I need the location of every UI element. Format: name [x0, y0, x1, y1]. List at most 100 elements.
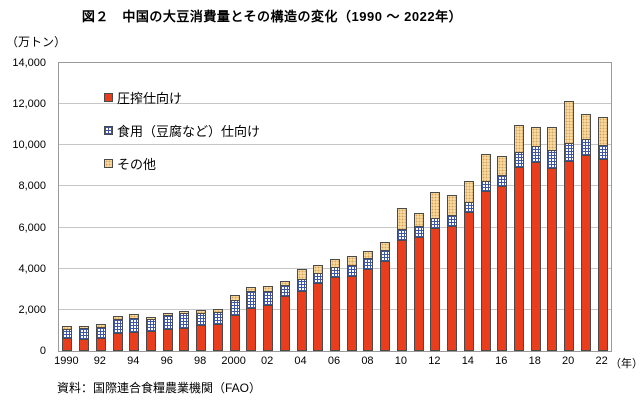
- bar-2003: [276, 63, 293, 351]
- segment-crush-2012: [430, 228, 441, 351]
- legend-label-food: 食用（豆腐など）仕向け: [117, 124, 261, 139]
- bar-1996: [159, 63, 176, 351]
- segment-food-1995: [145, 320, 156, 332]
- segment-food-1990: [62, 329, 73, 340]
- segment-other-2007: [346, 255, 357, 267]
- segment-other-2000: [229, 295, 240, 301]
- y-tick-label: 0: [39, 345, 46, 357]
- segment-crush-2018: [530, 163, 541, 351]
- segment-crush-1990: [62, 339, 73, 351]
- segment-food-2022: [597, 146, 608, 160]
- bar-2013: [444, 63, 461, 351]
- y-axis-tick-labels: 0 2,000 4,000 6,000 8,000 10,000 12,000 14,000: [0, 57, 48, 357]
- plot-area: [58, 62, 612, 352]
- segment-crush-2020: [564, 161, 575, 351]
- x-tick-label: 92: [93, 355, 106, 367]
- segment-other-2022: [597, 116, 608, 147]
- segment-food-2009: [380, 251, 391, 263]
- segment-other-1999: [212, 308, 223, 314]
- bar-1991: [76, 63, 93, 351]
- segment-other-1998: [196, 309, 207, 314]
- x-tick-label: 16: [495, 355, 508, 367]
- segment-other-2009: [380, 242, 391, 252]
- y-tick-label: 2,000: [18, 303, 46, 316]
- segment-other-1996: [162, 312, 173, 317]
- segment-other-2006: [329, 259, 340, 268]
- segment-food-2020: [564, 144, 575, 162]
- segment-crush-2006: [329, 277, 340, 351]
- segment-other-2018: [530, 126, 541, 147]
- segment-crush-2005: [313, 284, 324, 351]
- segment-food-1993: [112, 320, 123, 334]
- segment-food-2006: [329, 267, 340, 278]
- x-tick-label: 08: [361, 355, 374, 367]
- segment-food-2007: [346, 266, 357, 277]
- x-tick-label: 20: [562, 355, 575, 367]
- bar-1992: [92, 63, 109, 351]
- bar-2014: [460, 63, 477, 351]
- crush-swatch-icon: [104, 93, 113, 102]
- segment-other-2016: [497, 155, 508, 176]
- segment-other-2001: [246, 287, 257, 293]
- y-axis-unit-label: （万トン）: [6, 35, 67, 49]
- segment-crush-2019: [547, 168, 558, 351]
- segment-other-2013: [447, 194, 458, 217]
- bar-2011: [410, 63, 427, 351]
- segment-other-1997: [179, 310, 190, 314]
- food-swatch-icon: [104, 126, 113, 135]
- segment-food-1992: [95, 327, 106, 339]
- y-tick-label: 10,000: [12, 139, 46, 152]
- segment-food-1999: [212, 313, 223, 326]
- segment-crush-1997: [179, 328, 190, 351]
- segment-food-1996: [162, 316, 173, 331]
- segment-food-2004: [296, 280, 307, 293]
- segment-crush-2007: [346, 276, 357, 351]
- segment-food-2015: [480, 182, 491, 193]
- bar-2007: [343, 63, 360, 351]
- x-tick-label: 14: [461, 355, 474, 367]
- segment-food-2000: [229, 300, 240, 317]
- bar-2008: [360, 63, 377, 351]
- gridline-10,000: [59, 144, 611, 146]
- bar-2015: [477, 63, 494, 351]
- bar-2020: [561, 63, 578, 351]
- segment-crush-2002: [263, 306, 274, 351]
- bar-2006: [327, 63, 344, 351]
- segment-crush-1993: [112, 333, 123, 351]
- y-tick-label: 12,000: [12, 98, 46, 111]
- y-tick-label: 8,000: [18, 180, 46, 193]
- segment-food-2008: [363, 258, 374, 271]
- segment-other-2008: [363, 250, 374, 259]
- bar-1999: [210, 63, 227, 351]
- segment-food-2011: [413, 226, 424, 238]
- segment-other-1990: [62, 325, 73, 330]
- segment-crush-2009: [380, 262, 391, 351]
- segment-other-2015: [480, 154, 491, 183]
- segment-other-2010: [396, 207, 407, 231]
- x-tick-label: 96: [160, 355, 173, 367]
- segment-food-2019: [547, 151, 558, 169]
- legend-label-other: その他: [117, 157, 157, 172]
- segment-other-2011: [413, 213, 424, 227]
- segment-food-1991: [79, 329, 90, 340]
- segment-crush-2015: [480, 192, 491, 351]
- bar-2019: [544, 63, 561, 351]
- bar-1995: [143, 63, 160, 351]
- segment-other-1993: [112, 316, 123, 321]
- segment-food-2001: [246, 292, 257, 309]
- segment-crush-1995: [145, 331, 156, 351]
- x-tick-label: 12: [428, 355, 441, 367]
- segment-food-2014: [463, 203, 474, 213]
- x-tick-label: 94: [127, 355, 140, 367]
- x-tick-label: 98: [194, 355, 207, 367]
- segment-crush-2011: [413, 237, 424, 351]
- legend-item-other: その他: [104, 147, 260, 180]
- segment-food-2010: [396, 230, 407, 242]
- segment-crush-1999: [212, 325, 223, 351]
- segment-other-2017: [513, 124, 524, 154]
- bar-1993: [109, 63, 126, 351]
- segment-crush-1996: [162, 330, 173, 351]
- x-tick-label: 2000: [221, 355, 246, 367]
- y-tick-label: 6,000: [18, 221, 46, 234]
- bar-2021: [578, 63, 595, 351]
